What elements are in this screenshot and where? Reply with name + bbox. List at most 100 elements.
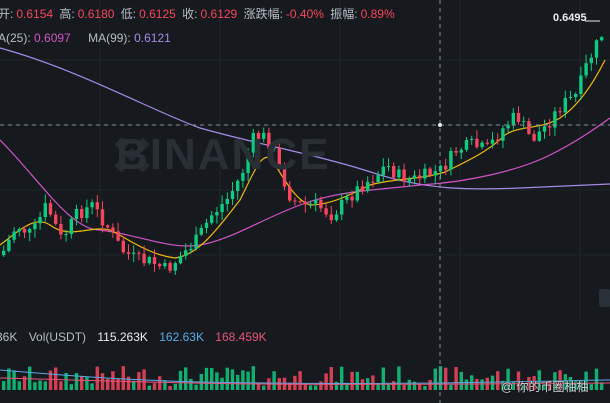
candle-down — [319, 199, 323, 209]
volume-bar — [392, 381, 396, 390]
candle-up — [7, 239, 11, 251]
candle-down — [22, 228, 27, 233]
candle-down — [267, 132, 271, 149]
candle-up — [366, 181, 370, 191]
candle-up — [204, 222, 209, 228]
candle-down — [126, 252, 131, 254]
candle-up — [574, 93, 578, 97]
volume-bar — [2, 381, 6, 390]
candle-up — [433, 171, 437, 176]
candle-up — [38, 217, 42, 224]
volume-bar — [38, 380, 42, 390]
candle-up — [69, 218, 73, 235]
change-value: -0.40% — [285, 7, 324, 21]
candle-up — [542, 126, 547, 132]
ma99-label: MA(99): — [88, 31, 131, 45]
volume-bar — [230, 369, 235, 390]
candle-down — [371, 181, 375, 183]
volume-bar — [480, 379, 484, 390]
volume-bar — [402, 384, 406, 390]
candle-down — [256, 132, 261, 139]
candle-up — [412, 175, 417, 179]
volume-bar — [563, 374, 567, 390]
ma25-value: 0.6097 — [34, 31, 71, 45]
candle-down — [350, 196, 354, 201]
volume-ma-a-line — [0, 369, 610, 384]
volume-ma-b-line — [0, 377, 610, 385]
volume-bar — [69, 384, 73, 390]
volume-bar — [464, 379, 469, 390]
candle-down — [475, 138, 479, 148]
candle-up — [594, 40, 599, 58]
change-label: 涨跌幅: — [243, 7, 283, 21]
candle-up — [236, 180, 240, 191]
candle-down — [80, 209, 84, 219]
volume-bar — [85, 377, 89, 390]
volume-bar — [600, 382, 604, 390]
ma25-label: A(25): — [0, 31, 31, 45]
candle-up — [345, 196, 349, 200]
candle-up — [584, 63, 588, 76]
volume-bar — [168, 385, 172, 390]
volume-bar — [423, 385, 427, 390]
candle-down — [324, 208, 328, 215]
candle-up — [340, 199, 344, 215]
candle-up — [246, 152, 250, 173]
candle-down — [95, 202, 99, 210]
candle-down — [111, 227, 115, 232]
volume-ma-a: 162.63K — [159, 330, 204, 344]
candle-up — [90, 202, 94, 208]
candle-up — [189, 248, 193, 251]
candle-down — [282, 165, 287, 187]
candle-up — [600, 37, 604, 41]
volume-bar — [345, 382, 349, 390]
candle-up — [64, 234, 68, 236]
volume-bar — [449, 384, 453, 390]
candle-up — [33, 223, 37, 230]
candle-up — [470, 138, 474, 140]
candle-up — [522, 121, 526, 123]
candle-up — [262, 132, 266, 139]
candle-up — [308, 203, 313, 205]
candle-up — [178, 255, 183, 264]
candle-up — [173, 263, 177, 271]
volume-bar — [132, 380, 136, 390]
volume-bar — [262, 385, 266, 390]
candle-up — [397, 169, 401, 178]
candle-up — [210, 215, 214, 223]
volume-bar — [184, 367, 188, 390]
candle-down — [360, 186, 365, 191]
candle-up — [251, 132, 255, 153]
candle-down — [152, 257, 157, 265]
candle-up — [355, 186, 359, 201]
volume-bar — [64, 372, 68, 390]
volume-bar — [475, 378, 479, 390]
candle-up — [537, 131, 541, 141]
watermark-text: BINANCE — [116, 130, 331, 179]
candle-up — [579, 75, 583, 94]
candle-down — [402, 169, 406, 182]
candle-up — [459, 149, 463, 153]
candle-down — [100, 209, 105, 226]
volume-bar — [537, 370, 541, 390]
volume-bar — [12, 370, 16, 390]
candle-up — [194, 234, 198, 249]
volume-bar — [194, 384, 198, 390]
volume-info: 36K Vol(USDT) 115.263K 162.63K 168.459K — [0, 330, 267, 344]
scroll-to-latest-button[interactable] — [599, 289, 610, 307]
amplitude-value: 0.89% — [360, 7, 395, 21]
volume-bar — [412, 381, 417, 390]
candle-up — [28, 229, 32, 233]
amplitude-label: 振幅: — [330, 7, 358, 21]
volume-bar — [314, 385, 318, 390]
volume-bar — [54, 367, 58, 390]
candle-up — [407, 178, 411, 182]
ma99-line — [0, 47, 610, 190]
ma99-value: 0.6121 — [134, 31, 171, 45]
candle-down — [298, 201, 302, 203]
candle-down — [454, 151, 458, 153]
candle-up — [272, 147, 276, 149]
volume-bar — [204, 367, 209, 390]
